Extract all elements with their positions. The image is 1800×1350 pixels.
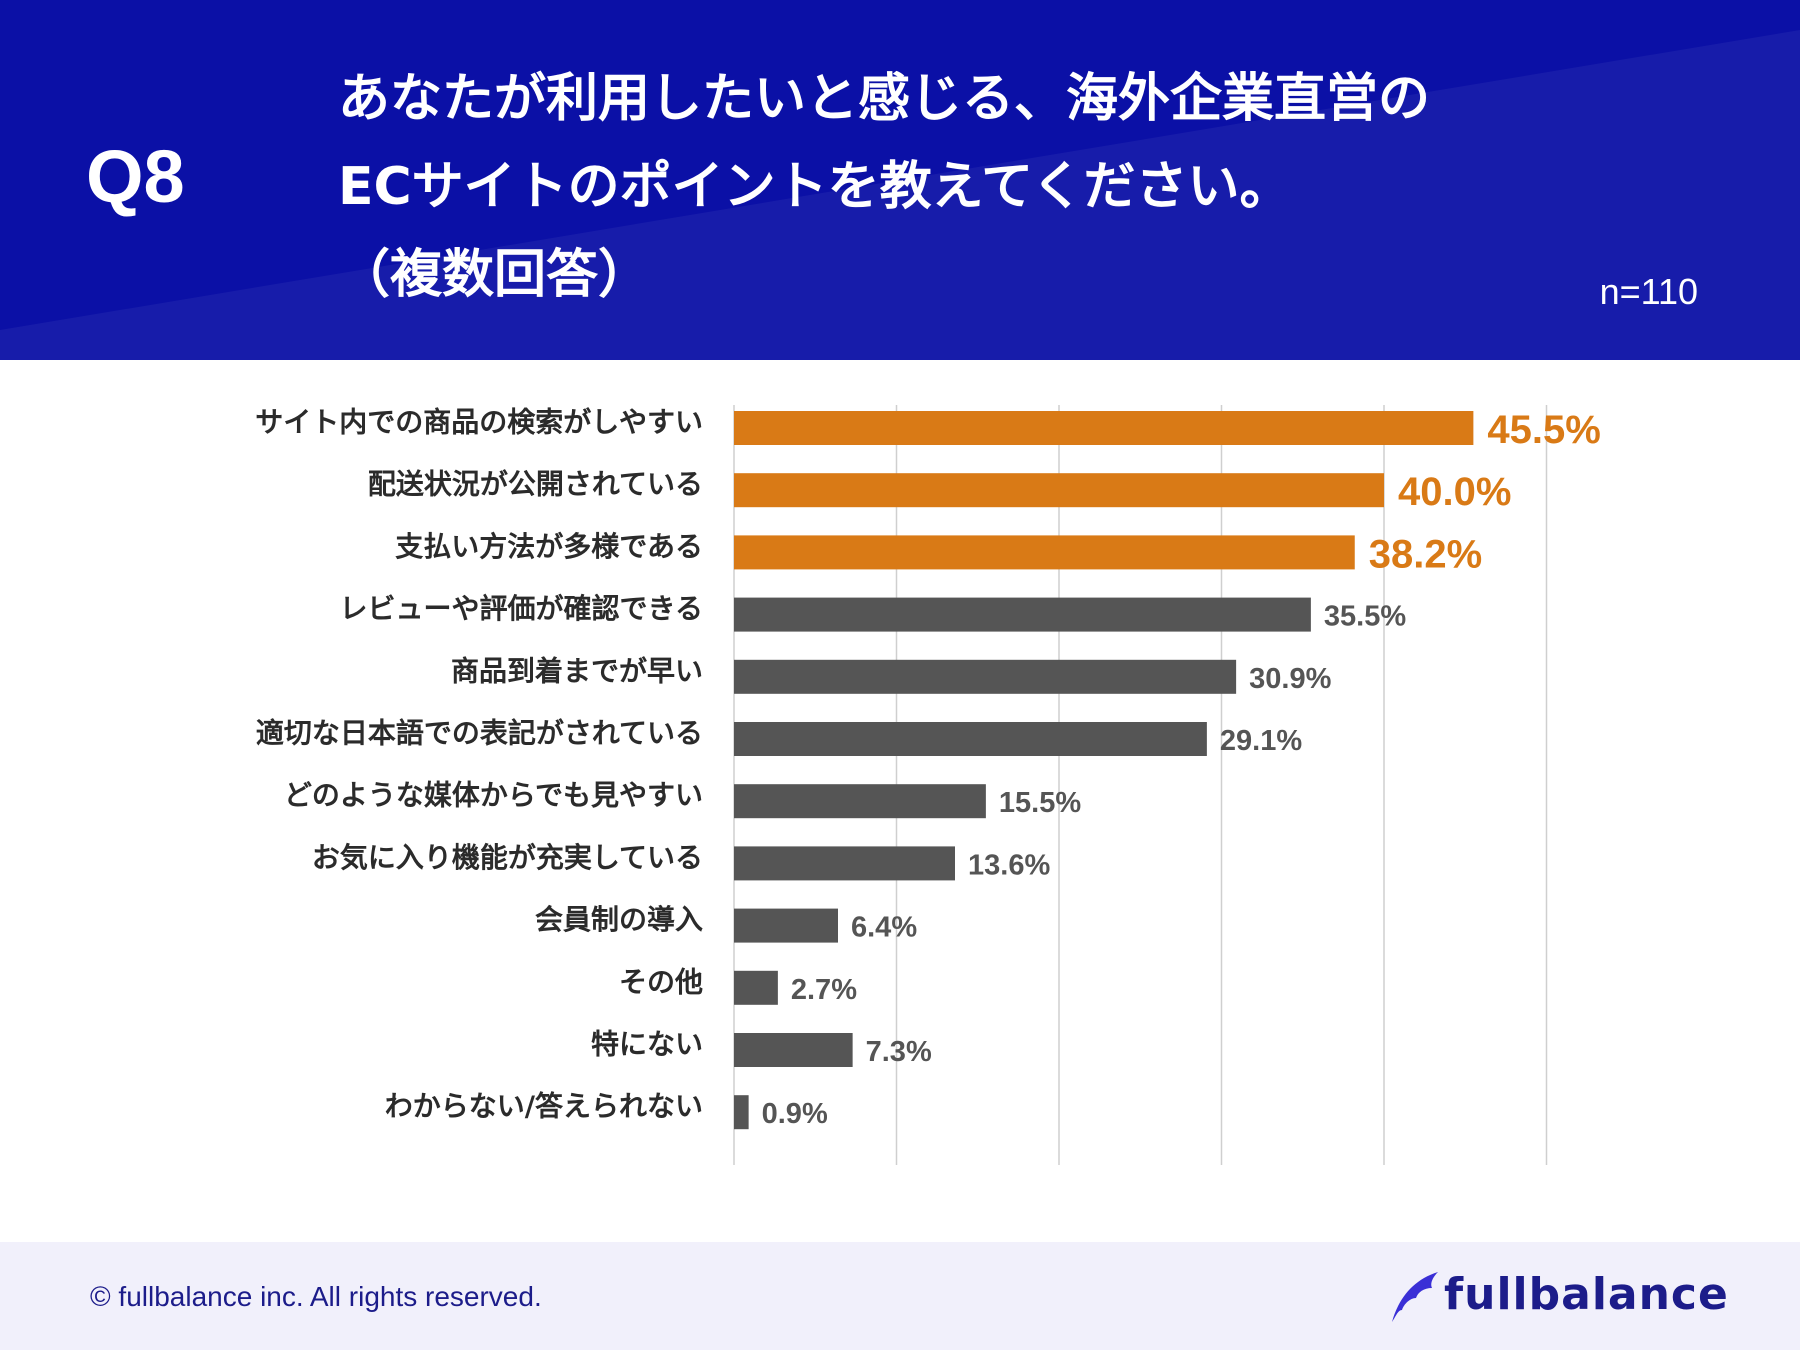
category-label: 支払い方法が多様である	[395, 530, 703, 563]
header-banner: Q8 あなたが利用したいと感じる、海外企業直営の ECサイトのポイントを教えてく…	[0, 0, 1800, 360]
bar	[734, 411, 1474, 445]
copyright-text: © fullbalance inc. All rights reserved.	[90, 1281, 542, 1312]
category-label: 商品到着までが早い	[451, 654, 703, 687]
value-label: 38.2%	[1369, 532, 1482, 576]
category-label: サイト内での商品の検索がしやすい	[255, 406, 703, 439]
category-label: お気に入り機能が充実している	[312, 841, 703, 874]
bar	[734, 597, 1311, 632]
header-diagonal-shape	[0, 30, 1800, 360]
value-label: 13.6%	[968, 849, 1050, 881]
category-label: 会員制の導入	[535, 903, 703, 936]
bar	[734, 722, 1207, 756]
value-label: 40.0%	[1398, 470, 1511, 514]
value-label: 35.5%	[1324, 601, 1406, 633]
bar	[734, 846, 955, 881]
bar	[734, 659, 1237, 694]
value-label: 0.9%	[762, 1098, 828, 1130]
bar	[734, 784, 986, 819]
bar	[734, 473, 1384, 508]
category-label: レビューや評価が確認できる	[340, 592, 703, 625]
question-title: あなたが利用したいと感じる、海外企業直営の ECサイトのポイントを教えてください…	[338, 55, 1668, 319]
category-label: 特にない	[591, 1028, 703, 1061]
category-label: どのような媒体からでも見やすい	[284, 779, 703, 812]
value-label: 30.9%	[1249, 663, 1331, 695]
bar	[734, 970, 778, 1005]
category-label: 適切な日本語での表記がされている	[256, 717, 703, 750]
value-label: 29.1%	[1220, 725, 1302, 757]
category-label: 配送状況が公開されている	[368, 468, 703, 501]
value-label: 7.3%	[866, 1036, 932, 1068]
brand-name: fullbalance	[1444, 1269, 1729, 1320]
question-title-line-1: あなたが利用したいと感じる、海外企業直営の	[338, 69, 1431, 129]
question-title-line-2: ECサイトのポイントを教えてください。	[338, 157, 1292, 217]
value-label: 6.4%	[851, 912, 917, 944]
category-label: その他	[619, 965, 703, 998]
bar	[734, 535, 1355, 570]
question-number: Q8	[86, 135, 185, 218]
sample-size: n=110	[1599, 271, 1698, 312]
value-label: 2.7%	[791, 974, 857, 1006]
value-label: 15.5%	[999, 787, 1081, 819]
value-label: 45.5%	[1487, 408, 1600, 452]
feather-icon	[1392, 1272, 1438, 1322]
bar	[734, 908, 838, 943]
footer: © fullbalance inc. All rights reserved. …	[0, 1242, 1800, 1350]
brand-logo: fullbalance	[1388, 1264, 1728, 1328]
category-label: わからない/答えられない	[385, 1090, 703, 1123]
bar	[734, 1033, 853, 1067]
question-title-line-3: （複数回答）	[338, 245, 651, 305]
bar-chart: サイト内での商品の検索がしやすい 45.5% 配送状況が公開されている 40.0% 支払…	[255, 405, 1601, 1165]
bar	[734, 1095, 749, 1130]
